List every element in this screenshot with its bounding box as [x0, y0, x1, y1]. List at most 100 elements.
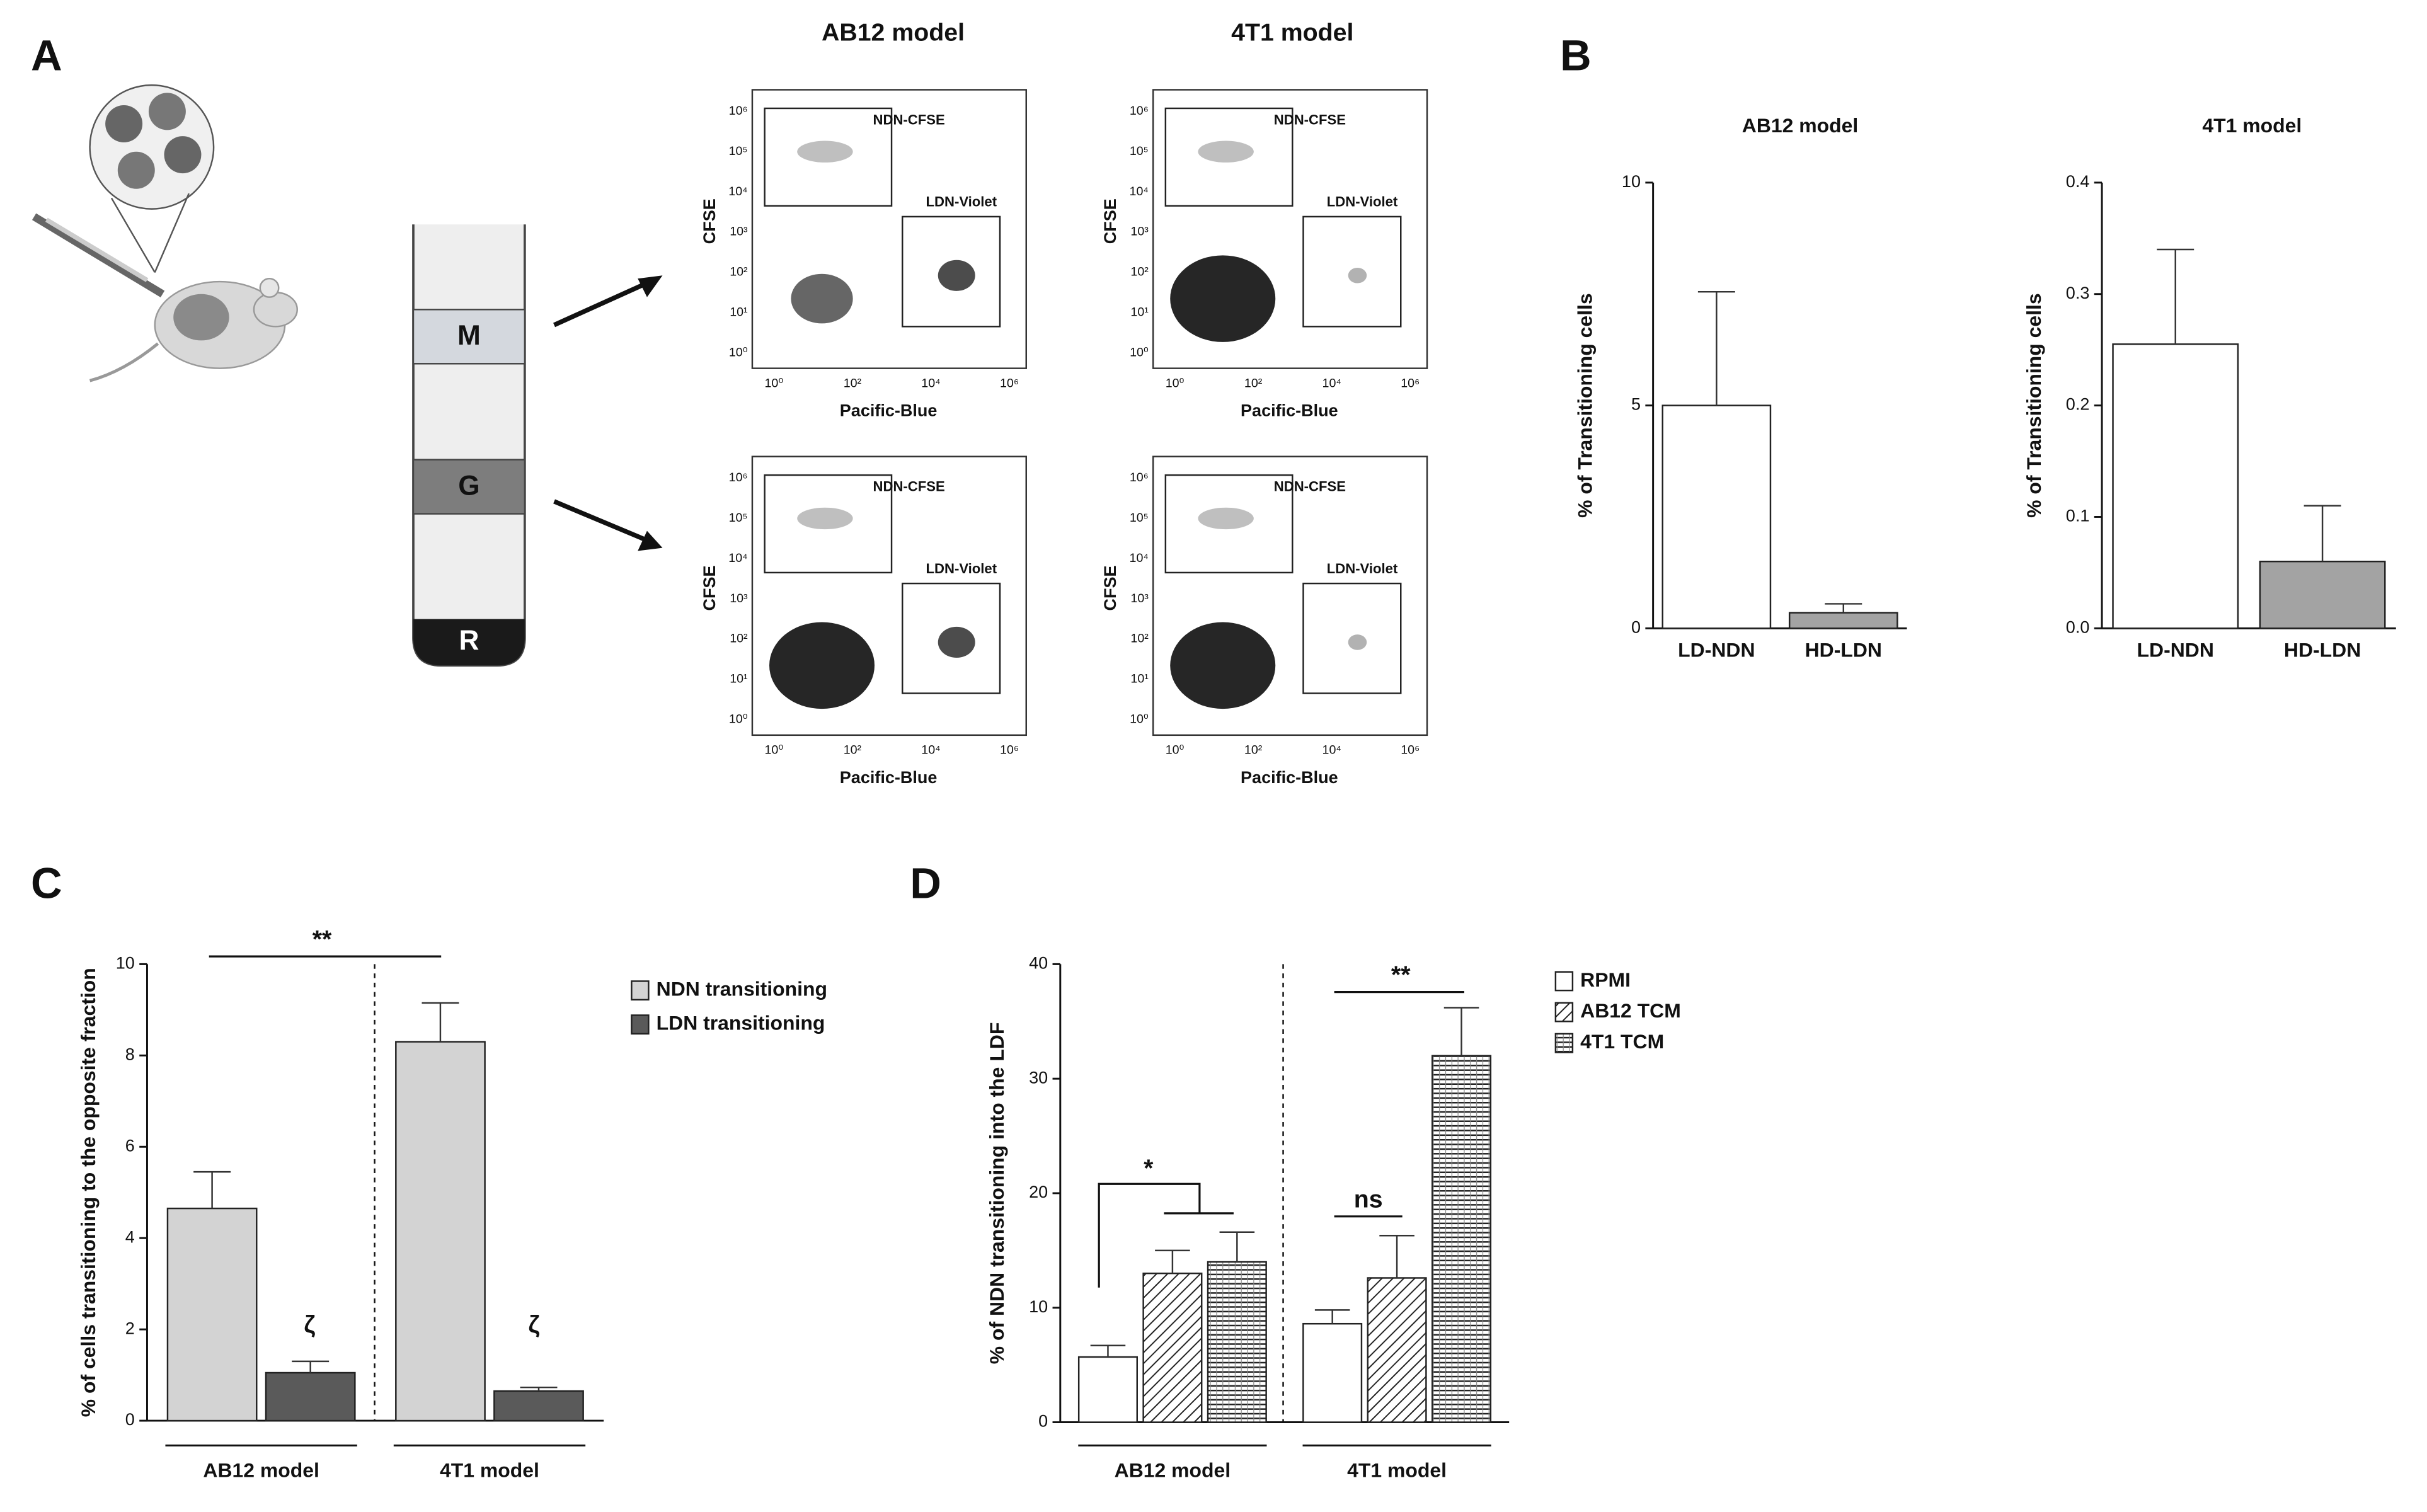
- flow-y-tick-label: 10⁶: [729, 104, 748, 118]
- y-tick-label: 20: [1029, 1183, 1048, 1201]
- legend-swatch: [1554, 971, 1574, 992]
- bar: [166, 1207, 258, 1422]
- bar: [2112, 343, 2239, 629]
- gate: [1302, 215, 1402, 328]
- x-tick-label: LD-NDN: [1678, 639, 1755, 662]
- flow-x-tick-label: 10⁰: [1166, 743, 1185, 757]
- flow-y-tick-label: 10⁴: [728, 551, 747, 565]
- flow-plot-frame: [1152, 455, 1428, 736]
- error-bar: [1443, 1007, 1479, 1056]
- bar: [1142, 1272, 1203, 1423]
- cell-cloud: [791, 273, 853, 324]
- flow-y-tick-label: 10³: [730, 225, 748, 239]
- cell-cloud: [938, 626, 975, 658]
- flow-x-tick-label: 10⁴: [1323, 376, 1341, 390]
- legend-label: AB12 TCM: [1580, 999, 1681, 1022]
- y-tick-label: 40: [1029, 954, 1048, 973]
- flow-y-tick-label: 10²: [1130, 265, 1149, 279]
- gate-label: NDN-CFSE: [1274, 479, 1346, 495]
- annotation: ζ: [529, 1311, 540, 1339]
- flow-x-tick-label: 10⁶: [1000, 376, 1019, 390]
- flow-y-tick-label: 10²: [730, 632, 748, 646]
- flow-y-tick-label: 10⁰: [1130, 345, 1149, 359]
- y-tick-label: 0.0: [2066, 617, 2090, 636]
- gate: [1164, 474, 1294, 574]
- flow-y-tick-label: 10⁶: [1130, 104, 1149, 118]
- cell-cloud: [797, 507, 853, 530]
- chart-title: 4T1 model: [2202, 114, 2302, 137]
- flow-x-tick-label: 10⁴: [1323, 743, 1341, 757]
- flow-y-tick-label: 10¹: [1130, 305, 1149, 319]
- gate: [764, 474, 893, 574]
- gate-label: NDN-CFSE: [873, 112, 945, 127]
- x-tick-label: AB12 model: [203, 1459, 319, 1482]
- tube-fraction-label: G: [458, 470, 479, 501]
- flow-x-label: Pacific-Blue: [1241, 768, 1338, 787]
- flow-y-tick-label: 10⁴: [1130, 551, 1149, 565]
- legend-swatch: [631, 980, 650, 1001]
- flow-y-tick-label: 10⁶: [729, 471, 748, 484]
- gate: [1302, 582, 1402, 694]
- gate-label: LDN-Violet: [1327, 194, 1398, 210]
- y-axis-label: % of NDN transitioning into the LDF: [985, 1022, 1008, 1365]
- flow-y-tick-label: 10³: [1130, 225, 1149, 239]
- gate: [902, 582, 1001, 694]
- gate: [1164, 107, 1294, 207]
- bar: [1302, 1322, 1363, 1423]
- annotation: ns: [1354, 1186, 1383, 1213]
- tube-fraction-label: R: [459, 625, 479, 656]
- bar: [1661, 404, 1772, 629]
- cell-cloud: [1198, 507, 1254, 530]
- annotation: ζ: [304, 1311, 315, 1339]
- y-tick-label: 30: [1029, 1068, 1048, 1087]
- y-axis-label: % of Transitioning cells: [1573, 293, 1596, 518]
- y-tick-label: 5: [1631, 395, 1641, 414]
- gate-label: LDN-Violet: [926, 561, 997, 576]
- bar: [1367, 1277, 1427, 1423]
- panel-label: B: [1560, 32, 1592, 80]
- error-bar: [193, 1171, 231, 1209]
- annotation: **: [313, 925, 332, 953]
- cell-cloud: [1198, 140, 1254, 163]
- flow-y-tick-label: 10³: [730, 592, 748, 605]
- y-tick-label: 10: [116, 954, 135, 973]
- legend-swatch: [631, 1014, 650, 1035]
- panel-label: C: [31, 859, 62, 908]
- bar: [1077, 1356, 1139, 1423]
- flow-y-label: CFSE: [1101, 565, 1120, 610]
- panel-label: A: [31, 32, 62, 80]
- flow-x-tick-label: 10²: [1244, 376, 1263, 390]
- flow-y-tick-label: 10⁵: [1130, 511, 1149, 525]
- y-tick-label: 0.3: [2066, 284, 2090, 302]
- error-bar: [292, 1360, 330, 1373]
- x-tick-label: AB12 model: [1115, 1459, 1231, 1482]
- flow-y-label: CFSE: [700, 565, 719, 610]
- legend-label: RPMI: [1580, 968, 1631, 991]
- bar: [395, 1041, 486, 1422]
- flow-y-tick-label: 10²: [1130, 632, 1149, 646]
- flow-x-label: Pacific-Blue: [840, 768, 938, 787]
- flow-x-label: Pacific-Blue: [840, 401, 938, 420]
- flow-x-tick-label: 10⁴: [921, 376, 940, 390]
- cell-cloud: [1170, 255, 1276, 342]
- flow-x-tick-label: 10²: [844, 743, 862, 757]
- y-tick-label: 10: [1622, 172, 1641, 191]
- cell-cloud: [797, 140, 853, 163]
- x-tick-label: HD-LDN: [1805, 639, 1882, 662]
- legend-label: NDN transitioning: [657, 978, 827, 1000]
- flow-y-tick-label: 10⁵: [1130, 144, 1149, 158]
- flow-y-tick-label: 10⁵: [729, 144, 748, 158]
- bar: [2259, 560, 2386, 629]
- legend-label: 4T1 TCM: [1580, 1030, 1664, 1053]
- flow-y-tick-label: 10¹: [1130, 672, 1149, 686]
- error-bar: [1825, 603, 1862, 613]
- flow-x-label: Pacific-Blue: [1241, 401, 1338, 420]
- flow-x-tick-label: 10²: [844, 376, 862, 390]
- cell-cloud: [1348, 634, 1367, 650]
- flow-plot-frame: [751, 89, 1027, 369]
- flow-y-tick-label: 10⁴: [1130, 185, 1149, 198]
- flow-y-label: CFSE: [700, 198, 719, 244]
- gate: [902, 215, 1001, 328]
- error-bar: [1379, 1234, 1414, 1278]
